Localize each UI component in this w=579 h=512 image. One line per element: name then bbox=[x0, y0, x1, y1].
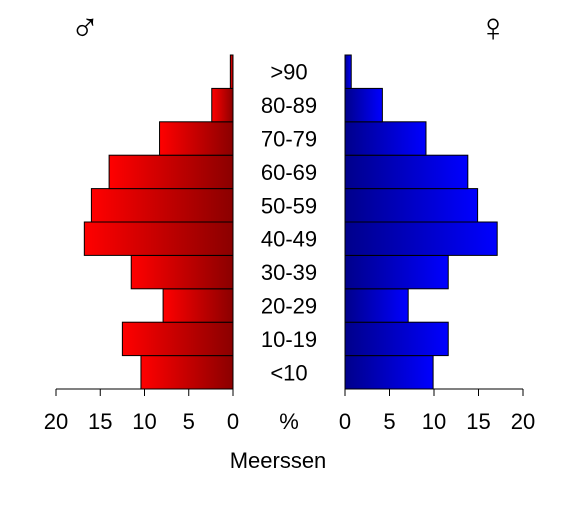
male-symbol: ♂ bbox=[70, 6, 100, 50]
male-axis: 20 15 10 5 0 bbox=[44, 388, 239, 434]
age-group-label-3: 30-39 bbox=[261, 260, 317, 285]
male-tick-label-0: 20 bbox=[44, 409, 68, 434]
male-bar-9 bbox=[229, 54, 234, 89]
female-bar-0 bbox=[344, 355, 434, 390]
male-bar-3 bbox=[130, 254, 234, 290]
female-symbol: ♀ bbox=[478, 6, 508, 50]
female-bar-1 bbox=[344, 321, 449, 357]
female-bar-7 bbox=[344, 121, 427, 156]
age-group-label-8: 80-89 bbox=[261, 93, 317, 118]
female-bar-8 bbox=[344, 87, 383, 123]
unit-label: % bbox=[279, 409, 299, 434]
age-group-labels: <10 10-19 20-29 30-39 40-49 50-59 60-69 70-79 80… bbox=[261, 60, 317, 386]
age-group-label-6: 60-69 bbox=[261, 160, 317, 185]
female-tick-label-0: 0 bbox=[339, 409, 351, 434]
male-bar-6 bbox=[108, 154, 234, 190]
female-bar-5 bbox=[344, 188, 479, 223]
male-tick-label-3: 5 bbox=[183, 409, 195, 434]
female-bar-3 bbox=[344, 254, 449, 290]
age-group-label-7: 70-79 bbox=[261, 127, 317, 152]
male-bar-7 bbox=[159, 121, 234, 156]
age-group-label-5: 50-59 bbox=[261, 193, 317, 218]
x-axis-label: Meerssen bbox=[230, 448, 327, 473]
age-group-label-1: 10-19 bbox=[261, 327, 317, 352]
male-bar-5 bbox=[90, 188, 234, 223]
age-group-label-9: >90 bbox=[270, 60, 307, 85]
female-tick-label-1: 5 bbox=[383, 409, 395, 434]
female-tick-label-2: 10 bbox=[422, 409, 446, 434]
female-bar-6 bbox=[344, 154, 469, 190]
male-bar-1 bbox=[121, 321, 234, 357]
female-bar-9 bbox=[344, 54, 352, 89]
male-bar-4 bbox=[83, 221, 234, 256]
age-group-label-2: 20-29 bbox=[261, 294, 317, 319]
male-tick-label-4: 0 bbox=[227, 409, 239, 434]
male-bar-0 bbox=[140, 355, 234, 390]
female-bar-4 bbox=[344, 221, 498, 256]
male-bars bbox=[83, 54, 234, 390]
female-tick-label-3: 15 bbox=[466, 409, 490, 434]
female-bar-2 bbox=[344, 288, 409, 323]
male-bar-2 bbox=[162, 288, 234, 323]
female-bars bbox=[344, 54, 498, 390]
female-axis: 0 5 10 15 20 bbox=[339, 388, 535, 434]
male-bar-8 bbox=[211, 87, 234, 123]
male-tick-label-2: 10 bbox=[132, 409, 156, 434]
age-group-label-0: <10 bbox=[270, 360, 307, 385]
female-tick-label-4: 20 bbox=[511, 409, 535, 434]
age-group-label-4: 40-49 bbox=[261, 227, 317, 252]
male-tick-label-1: 15 bbox=[88, 409, 112, 434]
